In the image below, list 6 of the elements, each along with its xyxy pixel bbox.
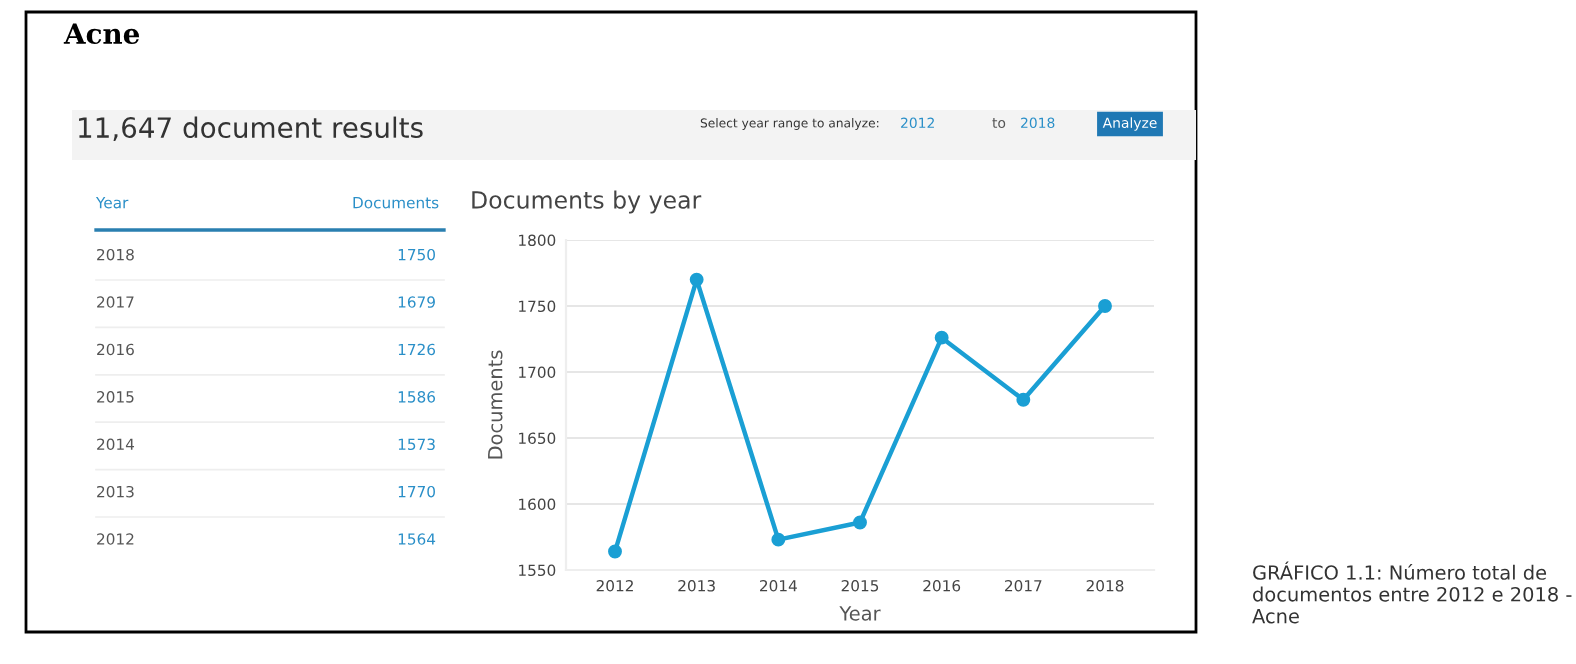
y-axis-title: Documents <box>488 350 503 459</box>
x-axis-title: Year <box>839 606 881 621</box>
chart-title: Documents by year <box>472 190 702 214</box>
text: Acne <box>63 23 140 45</box>
text: 11,647 document results <box>79 116 423 141</box>
text: GRÁFICO 1.1: Número total de documentos entre 2012 e 2018 - Acne <box>1252 561 1572 624</box>
